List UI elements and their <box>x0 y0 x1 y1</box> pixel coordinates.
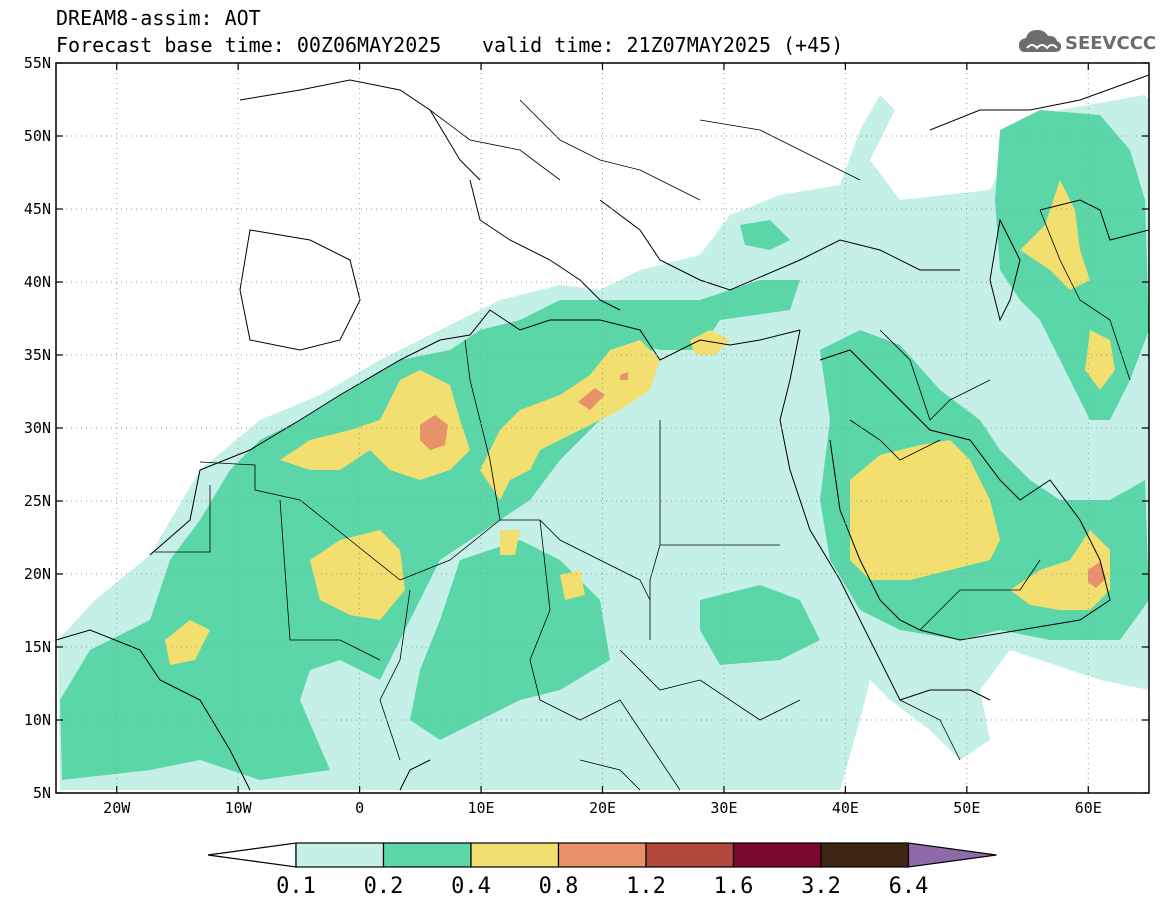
seevccc-logo: SEEVCCC <box>1019 30 1156 54</box>
colorbar-label: 1.6 <box>714 874 754 899</box>
colorbar-swatch <box>470 842 560 868</box>
aot-band-0.8 <box>420 372 1106 588</box>
lat-tick-label: 30N <box>24 419 51 437</box>
lon-tick-label: 0 <box>355 799 364 817</box>
lat-tick-label: 15N <box>24 638 51 656</box>
grid-lines <box>56 63 1149 793</box>
colorbar-label: 6.4 <box>889 874 929 899</box>
lat-tick-label: 10N <box>24 711 51 729</box>
lon-tick-label: 10W <box>225 799 253 817</box>
lon-tick-label: 50E <box>953 799 980 817</box>
colorbar: 0.1 0.2 0.4 0.8 1.2 1.6 3.2 6.4 <box>207 842 997 899</box>
lat-tick-label: 20N <box>24 565 51 583</box>
colorbar-swatch <box>820 842 910 868</box>
lat-tick-label: 35N <box>24 346 51 364</box>
colorbar-swatch <box>645 842 735 868</box>
coastlines <box>56 74 1149 791</box>
colorbar-label: 0.8 <box>539 874 579 899</box>
country-borders <box>155 99 1131 791</box>
cloud-logo-icon <box>1019 30 1062 52</box>
lon-tick-label: 20E <box>589 799 616 817</box>
lat-tick-label: 25N <box>24 492 51 510</box>
colorbar-label: 0.1 <box>276 874 316 899</box>
lat-tick-label: 40N <box>24 273 51 291</box>
lon-tick-label: 20W <box>103 799 131 817</box>
longitude-axis: 20W 10W 0 10E 20E 30E 40E 50E 60E <box>103 63 1102 817</box>
lon-tick-label: 60E <box>1075 799 1102 817</box>
lat-tick-label: 50N <box>24 127 51 145</box>
colorbar-label: 1.2 <box>626 874 666 899</box>
colorbar-swatch <box>382 842 472 868</box>
colorbar-label: 3.2 <box>801 874 841 899</box>
colorbar-label: 0.2 <box>364 874 404 899</box>
valid-time-label: valid time: 21Z07MAY2025 (+45) <box>482 33 844 57</box>
lat-tick-label: 55N <box>24 54 51 72</box>
lon-tick-label: 10E <box>468 799 495 817</box>
base-time-label: Forecast base time: 00Z06MAY2025 <box>56 33 442 57</box>
lat-tick-label: 5N <box>33 784 51 802</box>
lat-tick-label: 45N <box>24 200 51 218</box>
colorbar-under-triangle <box>207 842 297 868</box>
colorbar-over-triangle <box>907 842 997 868</box>
colorbar-label: 0.4 <box>451 874 491 899</box>
lon-tick-label: 30E <box>710 799 737 817</box>
map-title: DREAM8-assim: AOT <box>56 6 261 30</box>
lon-tick-label: 40E <box>832 799 859 817</box>
logo-text: SEEVCCC <box>1065 33 1156 54</box>
colorbar-swatch <box>295 842 385 868</box>
colorbar-swatch <box>732 842 822 868</box>
latitude-axis: 55N 50N 45N 40N 35N 30N 25N 20N 15N 10N 5N <box>24 54 1149 802</box>
aot-field <box>56 63 1149 793</box>
colorbar-swatch <box>557 842 647 868</box>
aot-band-0.4 <box>165 180 1115 665</box>
